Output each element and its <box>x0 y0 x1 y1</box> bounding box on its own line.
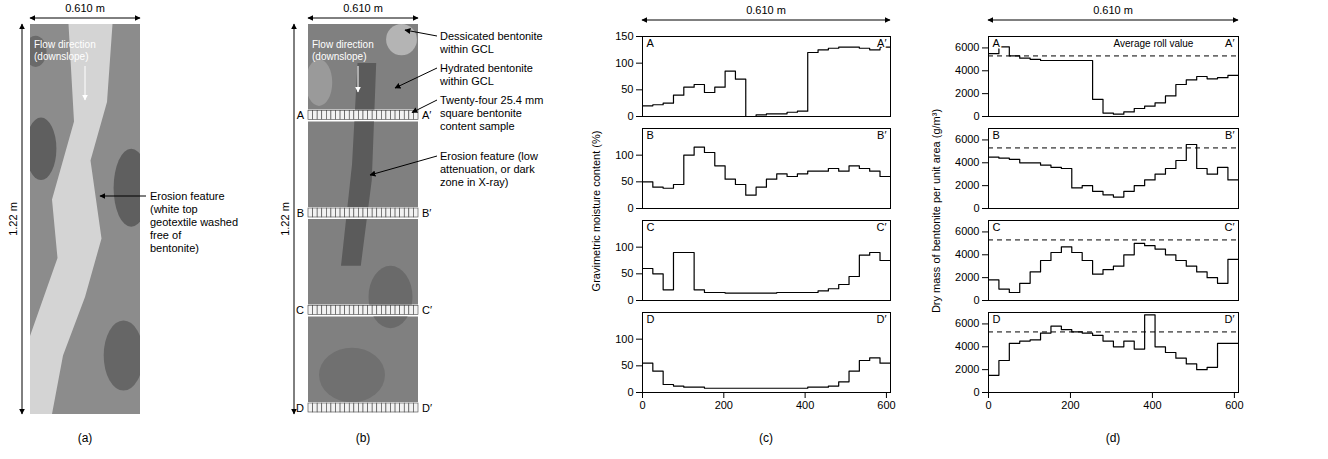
svg-text:0: 0 <box>639 399 645 411</box>
svg-text:C: C <box>993 221 1001 233</box>
svg-text:square bentonite: square bentonite <box>440 107 522 119</box>
svg-text:B: B <box>297 207 304 219</box>
svg-text:D: D <box>993 313 1001 325</box>
svg-text:zone in X-ray): zone in X-ray) <box>440 176 508 188</box>
svg-text:600: 600 <box>1225 399 1243 411</box>
svg-text:4000: 4000 <box>955 248 979 260</box>
svg-text:D′: D′ <box>1224 313 1234 325</box>
svg-text:2000: 2000 <box>955 271 979 283</box>
svg-text:4000: 4000 <box>955 64 979 76</box>
svg-text:0: 0 <box>973 202 979 214</box>
svg-text:B: B <box>993 129 1000 141</box>
svg-text:6000: 6000 <box>955 133 979 145</box>
svg-text:B′: B′ <box>877 129 886 141</box>
svg-text:(b): (b) <box>356 431 371 445</box>
svg-text:0: 0 <box>973 110 979 122</box>
svg-text:within GCL: within GCL <box>439 43 494 55</box>
svg-text:0: 0 <box>627 294 633 306</box>
svg-text:6000: 6000 <box>955 225 979 237</box>
svg-text:0: 0 <box>627 110 633 122</box>
svg-text:200: 200 <box>1061 399 1079 411</box>
svg-text:C′: C′ <box>422 304 432 316</box>
svg-text:6000: 6000 <box>955 41 979 53</box>
svg-text:100: 100 <box>615 57 633 69</box>
svg-text:Dessicated bentonite: Dessicated bentonite <box>440 30 543 42</box>
svg-text:B: B <box>647 129 654 141</box>
svg-text:0: 0 <box>973 294 979 306</box>
svg-text:50: 50 <box>621 267 633 279</box>
svg-text:600: 600 <box>877 399 895 411</box>
svg-text:Erosion feature (low: Erosion feature (low <box>440 150 538 162</box>
svg-text:1.22 m: 1.22 m <box>7 202 19 236</box>
svg-text:A′: A′ <box>877 37 886 49</box>
svg-text:2000: 2000 <box>955 87 979 99</box>
svg-text:0.610 m: 0.610 m <box>343 2 383 14</box>
svg-text:Gravimetric moisture content (: Gravimetric moisture content (%) <box>590 131 602 292</box>
svg-text:A′: A′ <box>422 109 431 121</box>
svg-text:400: 400 <box>1143 399 1161 411</box>
svg-text:geotextile washed: geotextile washed <box>150 216 238 228</box>
svg-text:50: 50 <box>621 83 633 95</box>
svg-text:150: 150 <box>615 30 633 42</box>
svg-text:Dry mass of bentonite per unit: Dry mass of bentonite per unit area (g/m… <box>930 109 942 313</box>
svg-text:50: 50 <box>621 359 633 371</box>
svg-text:100: 100 <box>615 333 633 345</box>
svg-text:Flow direction: Flow direction <box>34 39 96 50</box>
svg-text:1.22 m: 1.22 m <box>279 202 291 236</box>
svg-text:0.610 m: 0.610 m <box>746 4 786 16</box>
svg-text:D′: D′ <box>422 402 432 414</box>
svg-text:C: C <box>647 221 655 233</box>
svg-text:2000: 2000 <box>955 179 979 191</box>
svg-text:0.610 m: 0.610 m <box>65 2 105 14</box>
svg-text:free of: free of <box>150 229 182 241</box>
svg-text:D: D <box>296 402 304 414</box>
svg-text:4000: 4000 <box>955 340 979 352</box>
svg-text:0: 0 <box>973 386 979 398</box>
svg-text:(a): (a) <box>78 431 93 445</box>
svg-text:400: 400 <box>796 399 814 411</box>
svg-text:Flow direction: Flow direction <box>312 39 374 50</box>
svg-text:(c): (c) <box>759 431 773 445</box>
svg-text:C′: C′ <box>1224 221 1234 233</box>
svg-text:Twenty-four 25.4 mm: Twenty-four 25.4 mm <box>440 94 543 106</box>
svg-text:Hydrated bentonite: Hydrated bentonite <box>440 62 533 74</box>
svg-text:A′: A′ <box>1225 37 1234 49</box>
svg-text:Average roll value: Average roll value <box>1114 38 1194 49</box>
svg-text:A: A <box>647 37 655 49</box>
svg-text:6000: 6000 <box>955 317 979 329</box>
svg-text:(d): (d) <box>1106 431 1121 445</box>
svg-text:D′: D′ <box>876 313 886 325</box>
svg-text:0: 0 <box>627 202 633 214</box>
svg-text:B′: B′ <box>422 207 431 219</box>
svg-text:Erosion feature: Erosion feature <box>150 190 225 202</box>
svg-text:50: 50 <box>621 175 633 187</box>
svg-text:within GCL: within GCL <box>439 75 494 87</box>
svg-text:C′: C′ <box>876 221 886 233</box>
svg-text:100: 100 <box>615 149 633 161</box>
svg-text:(white top: (white top <box>150 203 198 215</box>
svg-text:A: A <box>993 37 1001 49</box>
svg-text:attenuation, or dark: attenuation, or dark <box>440 163 535 175</box>
svg-text:2000: 2000 <box>955 363 979 375</box>
svg-text:B′: B′ <box>1225 129 1234 141</box>
svg-text:bentonite): bentonite) <box>150 242 199 254</box>
svg-text:(downslope): (downslope) <box>34 51 88 62</box>
svg-text:A: A <box>297 109 305 121</box>
svg-text:D: D <box>647 313 655 325</box>
svg-text:0: 0 <box>627 386 633 398</box>
svg-text:0: 0 <box>985 399 991 411</box>
svg-text:C: C <box>296 304 304 316</box>
svg-text:100: 100 <box>615 241 633 253</box>
svg-text:0.610 m: 0.610 m <box>1093 4 1133 16</box>
svg-text:200: 200 <box>715 399 733 411</box>
svg-text:4000: 4000 <box>955 156 979 168</box>
svg-text:content sample: content sample <box>440 120 515 132</box>
svg-text:(downslope): (downslope) <box>312 51 366 62</box>
